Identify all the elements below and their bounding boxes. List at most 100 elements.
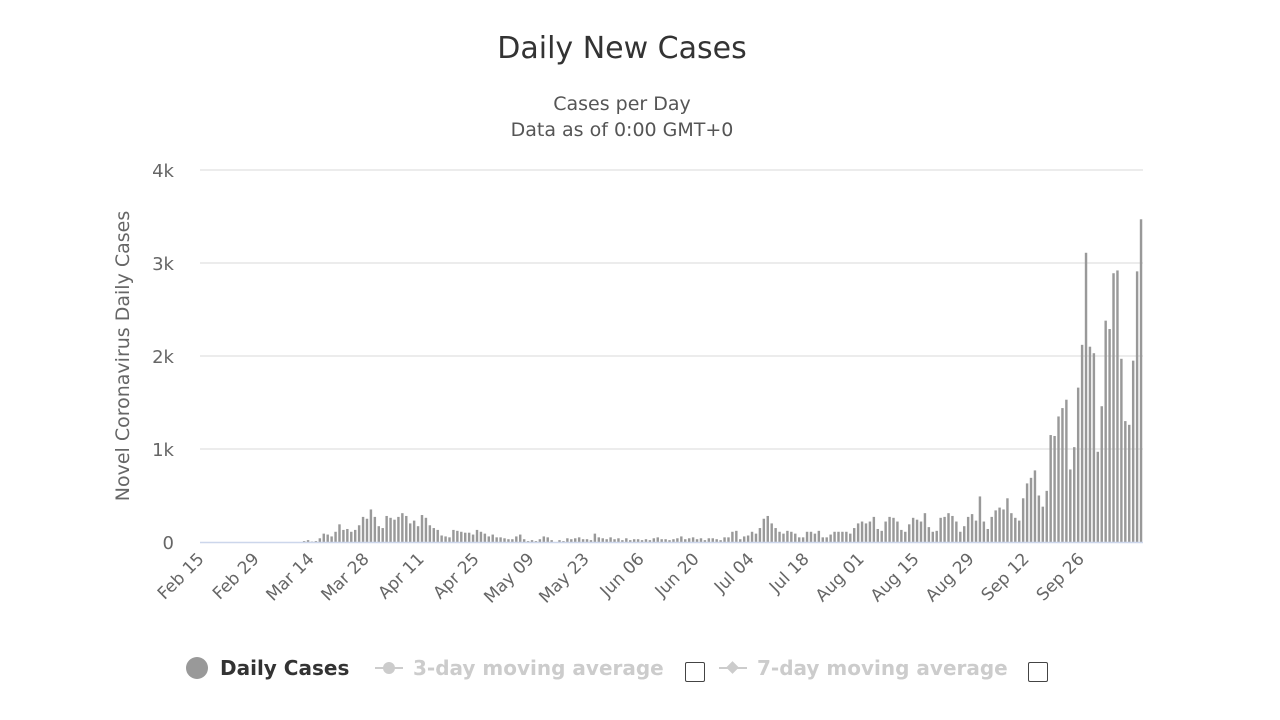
bar xyxy=(534,541,538,542)
bar xyxy=(833,531,836,542)
x-tick-label: May 23 xyxy=(535,549,593,607)
bar xyxy=(381,528,384,542)
bar xyxy=(892,517,895,542)
bar xyxy=(852,528,856,542)
bar xyxy=(302,541,306,542)
bar xyxy=(974,520,978,542)
bar xyxy=(507,539,510,542)
subtitle-line-2: Data as of 0:00 GMT+0 xyxy=(510,119,734,141)
bar xyxy=(742,536,746,542)
bar xyxy=(1069,469,1072,542)
bar xyxy=(766,515,769,542)
bar xyxy=(314,541,318,542)
bar xyxy=(483,533,487,542)
bar xyxy=(1006,498,1009,542)
bar xyxy=(621,540,624,542)
bar xyxy=(1053,435,1056,542)
x-tick-label: Mar 14 xyxy=(263,549,319,605)
bar xyxy=(707,538,711,542)
bar xyxy=(1061,408,1064,542)
bar xyxy=(849,533,852,542)
bar xyxy=(499,537,502,542)
bar xyxy=(629,540,632,542)
bar xyxy=(326,534,329,542)
bar xyxy=(801,537,805,542)
bar xyxy=(900,529,903,542)
bar xyxy=(574,538,577,542)
bar xyxy=(923,513,927,542)
bar xyxy=(1076,387,1080,542)
bar xyxy=(585,539,589,542)
bar xyxy=(1096,451,1100,542)
bar xyxy=(511,539,514,542)
bar xyxy=(998,507,1001,542)
bar xyxy=(837,531,840,542)
x-tick-label: Jul 04 xyxy=(710,549,758,597)
bar xyxy=(428,525,432,542)
bar xyxy=(550,540,553,542)
bar xyxy=(636,539,640,542)
bar xyxy=(868,521,872,542)
bar-series xyxy=(302,219,1143,543)
chart-title: Daily New Cases xyxy=(497,31,747,66)
bar xyxy=(786,530,789,542)
bar xyxy=(526,541,530,542)
legend-item-3-day-average[interactable]: 3-day moving average xyxy=(375,652,664,684)
bar xyxy=(990,516,993,542)
bar xyxy=(432,528,436,542)
bar xyxy=(385,515,388,542)
bar xyxy=(1100,406,1103,542)
bar xyxy=(1080,344,1084,542)
bar xyxy=(959,531,962,542)
bar xyxy=(951,515,954,542)
bar xyxy=(1108,329,1111,542)
bar xyxy=(393,519,396,542)
y-tick-label: 2k xyxy=(152,347,174,368)
bar xyxy=(617,538,620,542)
bar xyxy=(644,539,648,542)
bar xyxy=(845,531,848,542)
bar xyxy=(695,539,699,542)
legend-label-3-day-average: 3-day moving average xyxy=(413,656,664,680)
y-tick-label: 0 xyxy=(163,533,174,554)
bar xyxy=(515,536,518,542)
bar xyxy=(609,537,612,542)
bar xyxy=(935,530,938,542)
legend-item-7-day-average[interactable]: 7-day moving average xyxy=(719,652,1008,684)
bar xyxy=(955,521,958,542)
legend-item-daily-cases[interactable]: Daily Cases xyxy=(186,652,349,684)
bar xyxy=(566,538,569,542)
bar xyxy=(809,531,813,542)
bar xyxy=(727,537,730,542)
bar xyxy=(723,537,726,542)
bar xyxy=(994,510,997,542)
bar xyxy=(778,531,781,542)
bar xyxy=(770,523,773,542)
bar xyxy=(503,538,506,542)
bar xyxy=(562,541,565,542)
bar xyxy=(389,517,392,542)
bar xyxy=(1104,320,1107,542)
legend-label-daily-cases: Daily Cases xyxy=(220,656,350,680)
bar xyxy=(963,526,966,542)
3-day-average-checkbox[interactable] xyxy=(685,662,705,682)
7-day-average-checkbox[interactable] xyxy=(1028,662,1048,682)
bar xyxy=(1014,517,1017,542)
legend-label-7-day-average: 7-day moving average xyxy=(757,656,1008,680)
bar xyxy=(605,539,608,542)
bar xyxy=(538,539,542,542)
bar xyxy=(1029,477,1033,542)
bar xyxy=(444,536,447,542)
bar xyxy=(558,540,561,542)
bar xyxy=(1065,399,1068,542)
bar xyxy=(495,537,498,542)
bar xyxy=(680,536,683,542)
bar xyxy=(982,521,986,542)
bar xyxy=(479,531,483,542)
bar xyxy=(1025,483,1029,542)
bar xyxy=(652,538,656,542)
bar xyxy=(405,515,408,542)
bar xyxy=(664,539,667,542)
